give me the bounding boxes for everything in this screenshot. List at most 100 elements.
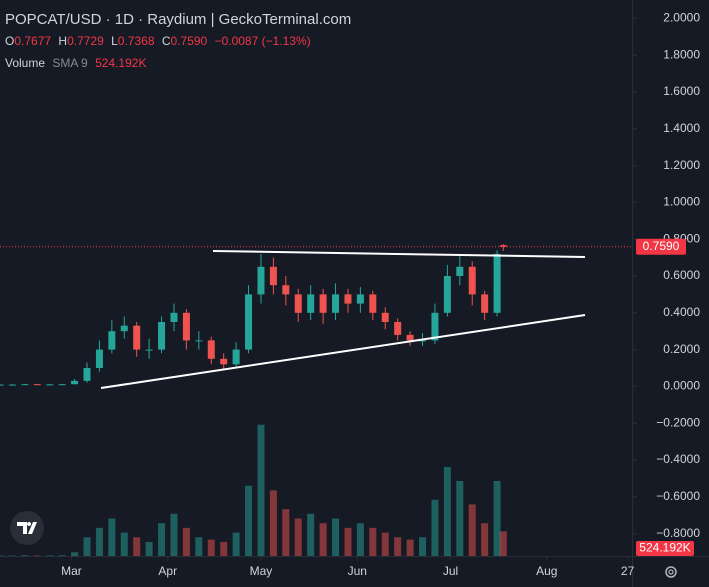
logo-mark	[17, 522, 37, 534]
value: 524.192K	[95, 56, 146, 70]
candle-body	[58, 384, 66, 386]
volume-bar	[499, 531, 507, 556]
candle-body	[95, 349, 103, 368]
candle-body	[499, 245, 507, 247]
label: O	[5, 34, 14, 48]
volume-bar	[356, 523, 364, 556]
volume-bar	[294, 518, 302, 556]
volume-bar	[21, 555, 29, 556]
trendline	[212, 250, 586, 258]
volume-bar	[344, 527, 352, 556]
candle-body	[456, 266, 464, 276]
candle-body	[133, 325, 141, 350]
axes: 2.00001.80001.60001.40001.20001.00000.80…	[61, 11, 700, 579]
volume-bar	[394, 537, 402, 556]
candle-body	[493, 253, 501, 313]
y-tick-label: −0.8000	[656, 526, 700, 540]
y-tick-label: 1.2000	[663, 158, 700, 172]
volume-bar	[170, 513, 178, 556]
volume-bar	[369, 527, 377, 556]
x-tick-label: Aug	[536, 564, 557, 578]
candle-body	[21, 384, 29, 386]
candle-body	[257, 266, 265, 295]
y-tick-label: 1.6000	[663, 84, 700, 98]
candle-body	[170, 312, 178, 322]
chart-title: POPCAT/USD · 1D · Raydium | GeckoTermina…	[5, 11, 351, 28]
candle-body	[269, 266, 277, 286]
candle-body	[319, 294, 327, 313]
label: L	[111, 34, 118, 48]
change: −0.0087 (−1.13%)	[215, 34, 311, 48]
y-tick-label: 0.2000	[663, 342, 700, 356]
x-tick-label: Jun	[348, 564, 367, 578]
volume-bar	[58, 555, 66, 556]
candle-body	[443, 276, 451, 313]
label: C	[162, 34, 171, 48]
volume-bar	[406, 539, 414, 556]
candle-body	[245, 294, 253, 350]
x-tick-label: Mar	[61, 564, 82, 578]
volume-bar	[419, 537, 427, 556]
volume-bar	[46, 555, 54, 556]
candle-body	[468, 266, 476, 295]
x-tick-label: Apr	[158, 564, 177, 578]
volume-bar	[332, 518, 340, 556]
y-tick-label: 0.4000	[663, 305, 700, 319]
settings-button[interactable]	[665, 566, 677, 578]
candle-body	[431, 312, 439, 341]
volume-tag-label: 524.192K	[639, 541, 690, 555]
volume-legend: Volume SMA 9 524.192K	[5, 56, 146, 70]
candle-body	[419, 340, 427, 342]
logo[interactable]	[10, 511, 44, 545]
candle-body	[120, 325, 128, 332]
trendline	[100, 314, 586, 389]
volume-bar	[468, 504, 476, 556]
y-tick-label: 1.8000	[663, 47, 700, 61]
volume-bar	[108, 518, 116, 556]
x-tick-label: Jul	[443, 564, 458, 578]
y-tick-label: −0.4000	[656, 452, 700, 466]
plot-area	[0, 244, 632, 556]
value: 0.7729	[67, 34, 104, 48]
candle-body	[8, 384, 16, 386]
volume-bar	[319, 523, 327, 556]
candle-body	[332, 294, 340, 313]
volume-bar	[207, 539, 215, 556]
volume-bar	[83, 537, 91, 556]
gear[interactable]	[665, 566, 677, 578]
value: 0.7677	[14, 34, 51, 48]
y-tick-label: 1.0000	[663, 195, 700, 209]
ohlc-legend: O0.7677 H0.7729 L0.7368 C0.7590 −0.0087 …	[5, 34, 311, 48]
candle-body	[182, 312, 190, 341]
volume-bar	[95, 527, 103, 556]
candle-body	[158, 322, 166, 350]
candle-body	[220, 358, 228, 365]
volume-bar	[456, 481, 464, 556]
candle-body	[294, 294, 302, 313]
volume-bar	[431, 499, 439, 556]
volume-bar	[145, 541, 153, 556]
y-tick-label: −0.6000	[656, 489, 700, 503]
y-tick-label: 0.0000	[663, 379, 700, 393]
last-price-label: 0.7590	[643, 239, 680, 253]
indicator: SMA 9	[52, 56, 88, 70]
y-tick-label: −0.2000	[656, 415, 700, 429]
candle-body	[307, 294, 315, 313]
candle-body	[394, 322, 402, 335]
candle-body	[46, 384, 54, 386]
value: 0.7368	[118, 34, 155, 48]
volume-bar	[220, 541, 228, 556]
candle-body	[145, 349, 153, 351]
candle-body	[369, 294, 377, 313]
candle-body	[33, 384, 41, 386]
volume-bar	[195, 537, 203, 556]
volume-bar	[158, 523, 166, 556]
x-tick-label: May	[250, 564, 273, 578]
value: 0.7590	[171, 34, 208, 48]
y-tick-label: 1.4000	[663, 121, 700, 135]
label: H	[58, 34, 67, 48]
candle-body	[406, 334, 414, 341]
candle-body	[481, 294, 489, 313]
